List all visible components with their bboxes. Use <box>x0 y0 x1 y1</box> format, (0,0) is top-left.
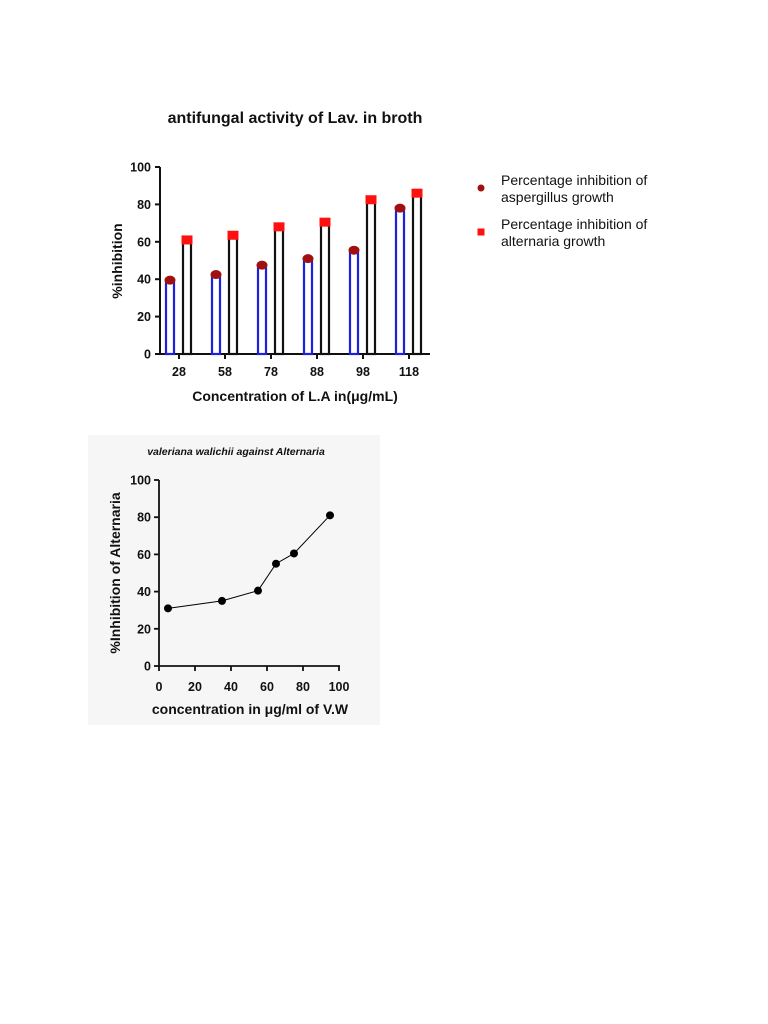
bar-alternaria <box>273 225 285 356</box>
y-tick-label: 40 <box>137 585 151 599</box>
bar-chart-xlabel: Concentration of L.A in(μg/mL) <box>192 388 398 404</box>
y-tick-label: 80 <box>137 511 151 525</box>
x-tick-label: 28 <box>172 365 186 379</box>
point-alternaria <box>273 222 285 232</box>
bar-aspergillus <box>302 257 314 356</box>
legend-label: aspergillus growth <box>501 189 614 205</box>
legend-label: alternaria growth <box>501 233 605 249</box>
y-tick-label: 100 <box>130 474 151 488</box>
data-point <box>290 549 298 558</box>
bar-alternaria <box>181 238 193 356</box>
bar-aspergillus <box>164 279 176 356</box>
x-tick-label: 20 <box>188 680 202 694</box>
bar-chart-title: antifungal activity of Lav. in broth <box>168 110 423 127</box>
x-tick-label: 0 <box>156 680 163 694</box>
data-point <box>254 586 262 595</box>
point-alternaria <box>319 217 331 227</box>
data-point <box>218 596 226 605</box>
line-chart: 0 20 40 60 80 100 0 20 40 60 80 100 <box>130 474 349 695</box>
line-chart-ylabel: %Inhibition of Alternaria <box>107 492 123 653</box>
bar-alternaria <box>365 198 377 356</box>
bar-alternaria <box>227 234 239 356</box>
point-alternaria <box>181 235 193 245</box>
x-tick-label: 100 <box>329 680 350 694</box>
line-chart-xlabel: concentration in μg/ml of V.W <box>152 701 349 717</box>
point-aspergillus <box>348 245 360 255</box>
point-alternaria <box>227 230 239 240</box>
x-tick-label: 78 <box>264 365 278 379</box>
point-aspergillus <box>210 270 222 280</box>
x-tick-label: 80 <box>296 680 310 694</box>
point-aspergillus <box>164 275 176 285</box>
y-tick-label: 80 <box>137 198 151 212</box>
x-tick-label: 60 <box>260 680 274 694</box>
y-tick-label: 40 <box>137 273 151 287</box>
bar-chart-ylabel: %inhibition <box>109 223 125 298</box>
y-tick-label: 60 <box>137 235 151 249</box>
legend-label: Percentage inhibition of <box>501 216 647 232</box>
x-tick-label: 98 <box>356 365 370 379</box>
bar-aspergillus <box>210 273 222 356</box>
x-tick-label: 58 <box>218 365 232 379</box>
legend-marker-alternaria <box>477 228 485 236</box>
legend-label: Percentage inhibition of <box>501 172 647 188</box>
series-line <box>167 514 331 609</box>
point-aspergillus <box>394 203 406 213</box>
y-tick-label: 0 <box>144 348 151 362</box>
bar-alternaria <box>411 192 423 356</box>
x-tick-label: 118 <box>399 365 419 379</box>
y-tick-label: 20 <box>137 622 151 636</box>
point-alternaria <box>411 188 423 198</box>
data-point <box>272 559 280 568</box>
legend-marker-aspergillus <box>477 184 485 192</box>
x-tick-label: 40 <box>224 680 238 694</box>
point-aspergillus <box>256 260 268 270</box>
line-chart-background <box>88 435 380 725</box>
data-point <box>164 604 172 613</box>
bar-aspergillus <box>256 264 268 356</box>
point-aspergillus <box>302 254 314 264</box>
line-chart-title: valeriana walichii against Alternaria <box>147 446 325 458</box>
data-point <box>326 511 334 520</box>
y-tick-label: 100 <box>130 161 151 175</box>
bar-aspergillus <box>394 207 406 356</box>
x-tick-label: 88 <box>310 365 324 379</box>
bar-alternaria <box>319 221 331 356</box>
bar-aspergillus <box>348 249 360 356</box>
bar-chart: 0 20 40 60 80 100 28 58 78 88 98 118 <box>130 161 430 379</box>
y-tick-label: 20 <box>137 310 151 324</box>
y-tick-label: 0 <box>144 660 151 674</box>
y-tick-label: 60 <box>137 548 151 562</box>
point-alternaria <box>365 195 377 205</box>
